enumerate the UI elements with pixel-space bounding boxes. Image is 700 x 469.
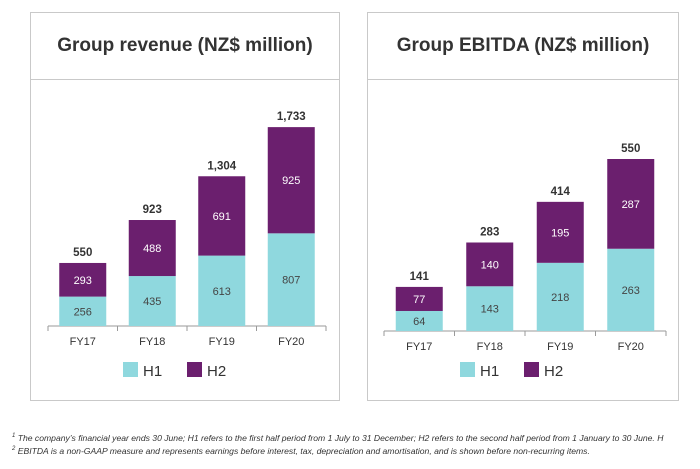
revenue-tick-label-fy20: FY20 [278, 336, 304, 348]
revenue-bar-h1-fy19 [198, 255, 246, 326]
revenue-bar-h1-fy20 [267, 233, 315, 326]
revenue-bar-h2-fy20 [267, 127, 315, 234]
ebitda-bar-h2-fy18 [466, 242, 514, 287]
ebitda-bar-h1-fy17 [395, 310, 443, 331]
revenue-bar-h1-fy17 [59, 296, 107, 326]
revenue-chart-title: Group revenue (NZ$ million) [31, 13, 339, 80]
revenue-total-fy18: 923 [143, 204, 162, 216]
ebitda-label-h2-fy17: 77 [413, 294, 425, 306]
ebitda-label-h1-fy18: 143 [481, 304, 499, 316]
ebitda-label-h2-fy19: 195 [551, 227, 569, 239]
footnotes: 1 The company’s financial year ends 30 J… [12, 431, 700, 457]
revenue-tick-label-fy17: FY17 [70, 336, 96, 348]
ebitda-label-h1-fy19: 218 [551, 292, 569, 304]
revenue-label-h2-fy17: 293 [74, 275, 92, 287]
ebitda-label-h1-fy17: 64 [413, 316, 425, 328]
revenue-label-h2-fy19: 691 [213, 211, 231, 223]
ebitda-legend-label-h2: H2 [544, 363, 563, 380]
revenue-total-fy20: 1,733 [277, 111, 306, 123]
revenue-chart: 256 293 550 FY17 435 488 923 FY18 613 691 1,304 FY1… [47, 111, 327, 380]
ebitda-bar-h2-fy19 [536, 201, 584, 263]
ebitda-legend-swatch-h1 [460, 362, 475, 377]
revenue-label-h1-fy18: 435 [143, 296, 161, 308]
ebitda-chart: 64 77 141 FY17 143 140 283 FY18 218 195 414 FY19 263… [383, 143, 667, 380]
ebitda-total-fy18: 283 [480, 226, 499, 238]
revenue-total-fy19: 1,304 [207, 160, 236, 172]
revenue-label-h2-fy18: 488 [143, 243, 161, 255]
revenue-legend-label-h2: H2 [207, 363, 226, 380]
revenue-total-fy17: 550 [73, 247, 92, 259]
ebitda-legend-label-h1: H1 [480, 363, 499, 380]
revenue-legend-label-h1: H1 [143, 363, 162, 380]
revenue-tick-label-fy18: FY18 [139, 336, 165, 348]
footnote-1: 1 The company’s financial year ends 30 J… [12, 432, 664, 443]
ebitda-total-fy20: 550 [621, 143, 640, 155]
ebitda-legend-swatch-h2 [524, 362, 539, 377]
revenue-legend-swatch-h1 [123, 362, 138, 377]
revenue-chart-panel: Group revenue (NZ$ million) 256 293 550 FY1… [30, 12, 340, 401]
revenue-label-h1-fy20: 807 [282, 275, 300, 287]
revenue-label-h1-fy17: 256 [74, 306, 92, 318]
ebitda-tick-label-fy20: FY20 [618, 341, 644, 353]
ebitda-bar-h1-fy18 [466, 286, 514, 331]
revenue-tick-label-fy19: FY19 [209, 336, 235, 348]
ebitda-bar-h1-fy20 [607, 248, 655, 331]
ebitda-label-h1-fy20: 263 [622, 285, 640, 297]
revenue-bar-h2-fy18 [128, 220, 176, 277]
ebitda-chart-panel: Group EBITDA (NZ$ million) 64 77 141 FY17 14… [367, 12, 679, 401]
ebitda-tick-label-fy19: FY19 [547, 341, 573, 353]
revenue-bar-h2-fy17 [59, 262, 107, 297]
ebitda-bar-h1-fy19 [536, 262, 584, 331]
ebitda-tick-label-fy18: FY18 [477, 341, 503, 353]
ebitda-label-h2-fy18: 140 [481, 259, 499, 271]
ebitda-label-h2-fy20: 287 [622, 199, 640, 211]
footnote-2: 2 EBITDA is a non-GAAP measure and repre… [12, 445, 590, 456]
revenue-bar-h2-fy19 [198, 176, 246, 256]
ebitda-total-fy17: 141 [410, 271, 430, 283]
ebitda-bar-h2-fy17 [395, 286, 443, 311]
ebitda-chart-title: Group EBITDA (NZ$ million) [368, 13, 678, 80]
ebitda-tick-label-fy17: FY17 [406, 341, 432, 353]
revenue-label-h2-fy20: 925 [282, 175, 300, 187]
revenue-label-h1-fy19: 613 [213, 286, 231, 298]
revenue-legend-swatch-h2 [187, 362, 202, 377]
ebitda-bar-h2-fy20 [607, 159, 655, 249]
ebitda-total-fy19: 414 [551, 186, 571, 198]
revenue-bar-h1-fy18 [128, 276, 176, 326]
